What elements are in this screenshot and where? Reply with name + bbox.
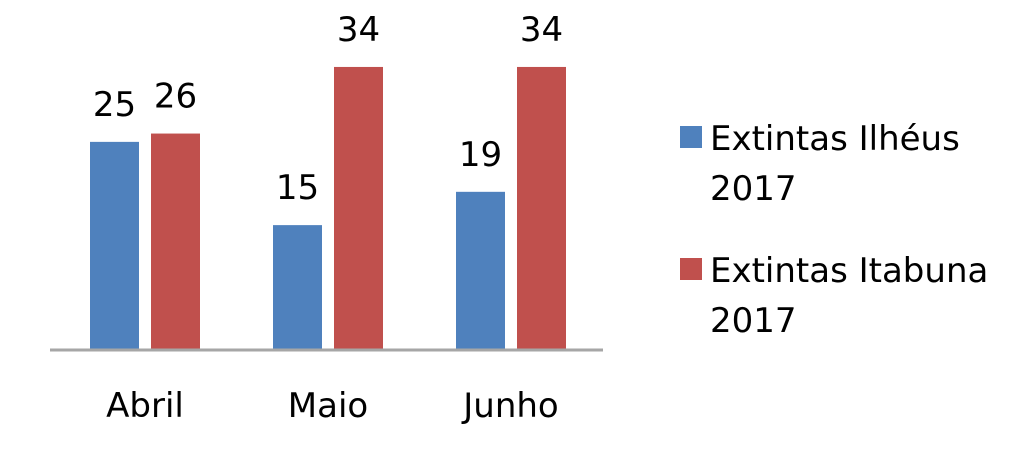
data-label-2-maio: 34 — [337, 10, 380, 50]
legend-swatch-1 — [680, 126, 702, 148]
x-axis-tick-labels: Abril Maio Junho — [106, 386, 559, 426]
data-labels-layer: 25 26 15 34 19 34 — [93, 10, 563, 208]
bar-2-junho — [517, 66, 566, 350]
x-tick-label-abril: Abril — [106, 386, 184, 426]
data-label-1-maio: 15 — [276, 168, 319, 208]
legend: Extintas Ilhéus 2017 Extintas Itabuna 2017 — [680, 119, 988, 341]
data-label-1-abril: 25 — [93, 85, 136, 125]
legend-label-2-line-1: Extintas Itabuna — [710, 251, 988, 291]
legend-label-1-line-1: Extintas Ilhéus — [710, 119, 960, 159]
x-tick-label-junho: Junho — [461, 386, 558, 426]
legend-swatch-2 — [680, 258, 702, 280]
bar-2-maio — [334, 66, 383, 350]
legend-label-2-line-2: 2017 — [710, 301, 797, 341]
bar-2-abril — [151, 133, 200, 350]
data-label-2-junho: 34 — [520, 10, 563, 50]
legend-label-1-line-2: 2017 — [710, 169, 797, 209]
bar-1-abril — [90, 141, 139, 350]
bar-1-junho — [456, 191, 505, 350]
bars-layer — [90, 66, 566, 350]
data-label-2-abril: 26 — [154, 77, 197, 117]
data-label-1-junho: 19 — [459, 135, 502, 175]
bar-1-maio — [273, 225, 322, 350]
x-tick-label-maio: Maio — [288, 386, 368, 426]
